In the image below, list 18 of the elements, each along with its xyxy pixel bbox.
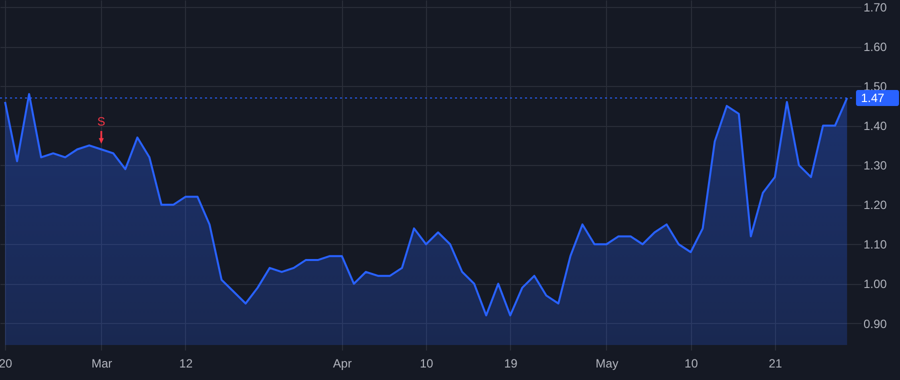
x-tick-label: 10 bbox=[684, 356, 698, 370]
x-tick-label: Apr bbox=[333, 356, 352, 370]
ref-line-label: 1.47 bbox=[861, 91, 885, 106]
y-tick-label: 1.40 bbox=[864, 119, 888, 134]
x-tick-label: Mar bbox=[91, 356, 112, 370]
x-tick-label: 21 bbox=[768, 356, 782, 370]
y-tick-label: 1.30 bbox=[864, 158, 888, 173]
x-tick-label: 10 bbox=[420, 356, 434, 370]
y-tick-label: 1.60 bbox=[864, 40, 888, 54]
y-tick-label: 0.90 bbox=[864, 316, 888, 331]
y-tick-label: 1.20 bbox=[864, 198, 888, 212]
y-tick-label: 1.70 bbox=[864, 0, 888, 15]
y-tick-label: 1.10 bbox=[864, 238, 888, 252]
annotation: S bbox=[97, 114, 106, 128]
x-tick-label: 19 bbox=[504, 356, 518, 370]
x-tick-label: May bbox=[596, 356, 618, 370]
y-tick-label: 1.00 bbox=[864, 277, 888, 292]
x-tick-label: 12 bbox=[179, 356, 193, 370]
